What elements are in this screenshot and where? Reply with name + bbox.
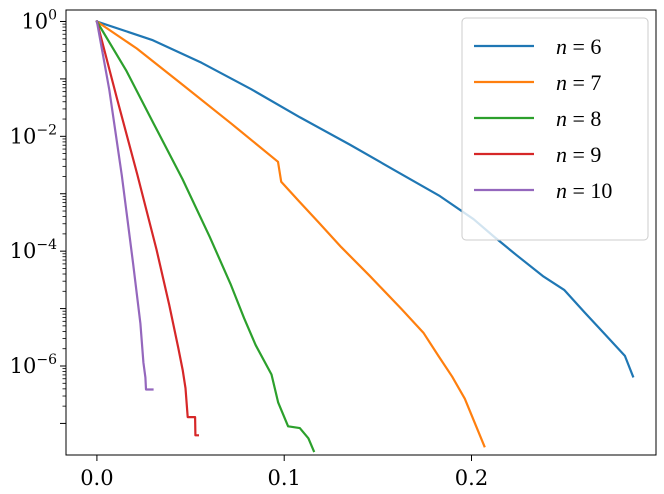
x-axis: 0.0 0.1 0.2 (80, 455, 488, 490)
legend-entry-2: n = 8 (474, 106, 601, 131)
y-tick-label-3: 10−6 (10, 352, 57, 378)
legend-label-1: n = 7 (556, 70, 601, 95)
legend-box (461, 17, 649, 241)
legend-label-3: n = 9 (556, 142, 601, 167)
legend-label-0: n = 6 (556, 34, 601, 59)
legend: n = 6 n = 7 n = 8 n = 9 n = 10 (461, 17, 649, 241)
series-line-4 (95, 20, 154, 391)
series-line-1 (95, 19, 486, 448)
legend-entries: n = 6 n = 7 n = 8 n = 9 n = 10 (474, 34, 612, 203)
series-line-2 (95, 19, 316, 453)
legend-entry-3: n = 9 (474, 142, 601, 167)
x-tick-label-2: 0.2 (455, 466, 488, 490)
y-tick-label-0: 100 (21, 7, 57, 33)
y-tick-label-1: 10−2 (10, 122, 57, 148)
plot-area-frame (65, 9, 657, 456)
y-tick-label-2: 10−4 (10, 237, 57, 263)
legend-label-4: n = 10 (556, 178, 612, 203)
x-tick-label-1: 0.1 (268, 466, 301, 490)
series-line-3 (95, 20, 199, 437)
legend-entry-4: n = 10 (474, 178, 612, 203)
legend-entry-1: n = 7 (474, 70, 601, 95)
legend-label-2: n = 8 (556, 106, 601, 131)
x-tick-label-0: 0.0 (80, 466, 113, 490)
y-axis: 100 10−2 10−4 10−6 (10, 7, 66, 424)
legend-entry-0: n = 6 (474, 34, 601, 59)
